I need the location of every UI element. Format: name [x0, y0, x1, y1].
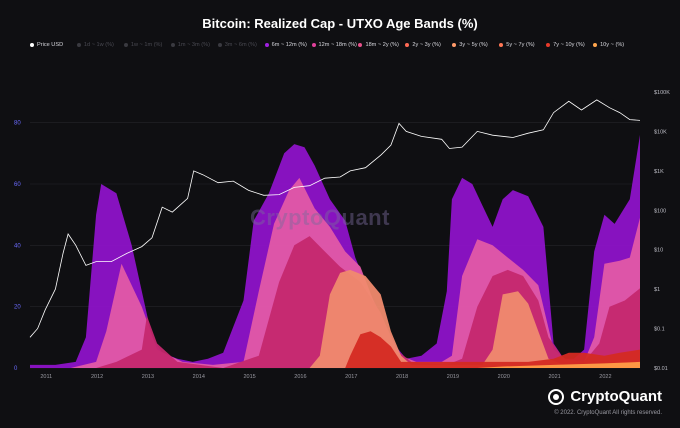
legend-item[interactable]: 1m ~ 3m (%) [170, 42, 210, 48]
legend-dot-icon [311, 43, 316, 47]
y-right-tick-label: $100K [654, 90, 670, 96]
y-right-tick-label: $0.01 [654, 366, 668, 372]
legend-item[interactable]: 2y ~ 3y (%) [405, 42, 441, 48]
y-left-tick-label: 40 [14, 243, 21, 249]
legend-label: 12m ~ 18m (%) [318, 42, 357, 48]
legend-label: 1w ~ 1m (%) [130, 42, 163, 48]
legend-item[interactable]: 1d ~ 1w (%) [76, 42, 114, 48]
series-area-3y-5y- [30, 269, 640, 368]
legend-dot-icon [217, 43, 222, 47]
x-tick-label: 2013 [142, 374, 154, 380]
chart-title: Bitcoin: Realized Cap - UTXO Age Bands (… [202, 16, 478, 31]
x-tick-label: 2020 [498, 374, 510, 380]
legend-item[interactable]: 3y ~ 5y (%) [452, 42, 488, 48]
legend-label: 1d ~ 1w (%) [83, 42, 114, 48]
legend-item[interactable]: 18m ~ 2y (%) [358, 42, 399, 48]
legend-dot-icon [452, 43, 457, 47]
y-right-tick-label: $0.1 [654, 327, 665, 333]
legend-label: 3y ~ 5y (%) [459, 42, 488, 48]
legend-label: 3m ~ 6m (%) [224, 42, 257, 48]
legend: Price USD 1d ~ 1w (%) 1w ~ 1m (%) 1m ~ 3m (… [30, 42, 670, 54]
x-tick-label: 2016 [294, 374, 306, 380]
legend-item[interactable]: 1w ~ 1m (%) [123, 42, 163, 48]
legend-dot-icon [546, 43, 551, 47]
x-tick-label: 2017 [345, 374, 357, 380]
brand-name: CryptoQuant [570, 388, 662, 405]
y-right-tick-label: $10 [654, 248, 663, 254]
x-tick-label: 2021 [548, 374, 560, 380]
legend-label: 6m ~ 12m (%) [271, 42, 307, 48]
legend-item[interactable]: 12m ~ 18m (%) [311, 42, 357, 48]
x-tick-label: 2018 [396, 374, 408, 380]
copyright: © 2022. CryptoQuant All rights reserved. [554, 410, 662, 416]
legend-item[interactable]: 6m ~ 12m (%) [264, 42, 307, 48]
legend-dot-icon [30, 43, 34, 47]
x-tick-label: 2014 [193, 374, 205, 380]
series-area-10y- [30, 361, 640, 368]
legend-label: 10y ~ (%) [600, 42, 625, 48]
legend-item[interactable]: 7y ~ 10y (%) [546, 42, 585, 48]
legend-label: 7y ~ 10y (%) [553, 42, 585, 48]
legend-item[interactable]: 3m ~ 6m (%) [217, 42, 257, 48]
legend-label: 2y ~ 3y (%) [412, 42, 441, 48]
legend-dot-icon [123, 43, 128, 47]
y-left-tick-label: 80 [14, 121, 21, 127]
y-left-tick-label: 20 [14, 305, 21, 311]
legend-dot-icon [170, 43, 175, 47]
x-tick-label: 2022 [599, 374, 611, 380]
legend-dot-icon [358, 43, 363, 47]
legend-dot-icon [76, 43, 81, 47]
x-tick-label: 2011 [40, 374, 52, 380]
watermark: CryptoQuant [250, 205, 390, 230]
legend-item[interactable]: Price USD [30, 42, 63, 48]
x-tick-label: 2015 [243, 374, 255, 380]
legend-item[interactable]: 5y ~ 7y (%) [499, 42, 535, 48]
legend-label: 1m ~ 3m (%) [177, 42, 210, 48]
y-right-tick-label: $100 [654, 208, 666, 214]
legend-dot-icon [593, 43, 598, 47]
legend-label: 18m ~ 2y (%) [365, 42, 399, 48]
cryptoquant-logo-icon [548, 388, 565, 405]
y-right-tick-label: $1 [654, 287, 660, 293]
y-right-tick-label: $1K [654, 169, 664, 175]
price-usd-line [29, 99, 641, 338]
y-right-tick-label: $10K [654, 129, 667, 135]
y-left-tick-label: 0 [14, 366, 18, 372]
legend-label: 5y ~ 7y (%) [506, 42, 535, 48]
legend-dot-icon [499, 43, 504, 47]
x-tick-label: 2012 [91, 374, 103, 380]
brand: CryptoQuant [548, 388, 662, 405]
legend-item[interactable]: 10y ~ (%) [593, 42, 624, 48]
x-tick-label: 2019 [447, 374, 459, 380]
legend-label: Price USD [37, 42, 64, 48]
y-left-tick-label: 60 [14, 182, 21, 188]
legend-dot-icon [264, 43, 269, 47]
legend-dot-icon [405, 43, 410, 47]
